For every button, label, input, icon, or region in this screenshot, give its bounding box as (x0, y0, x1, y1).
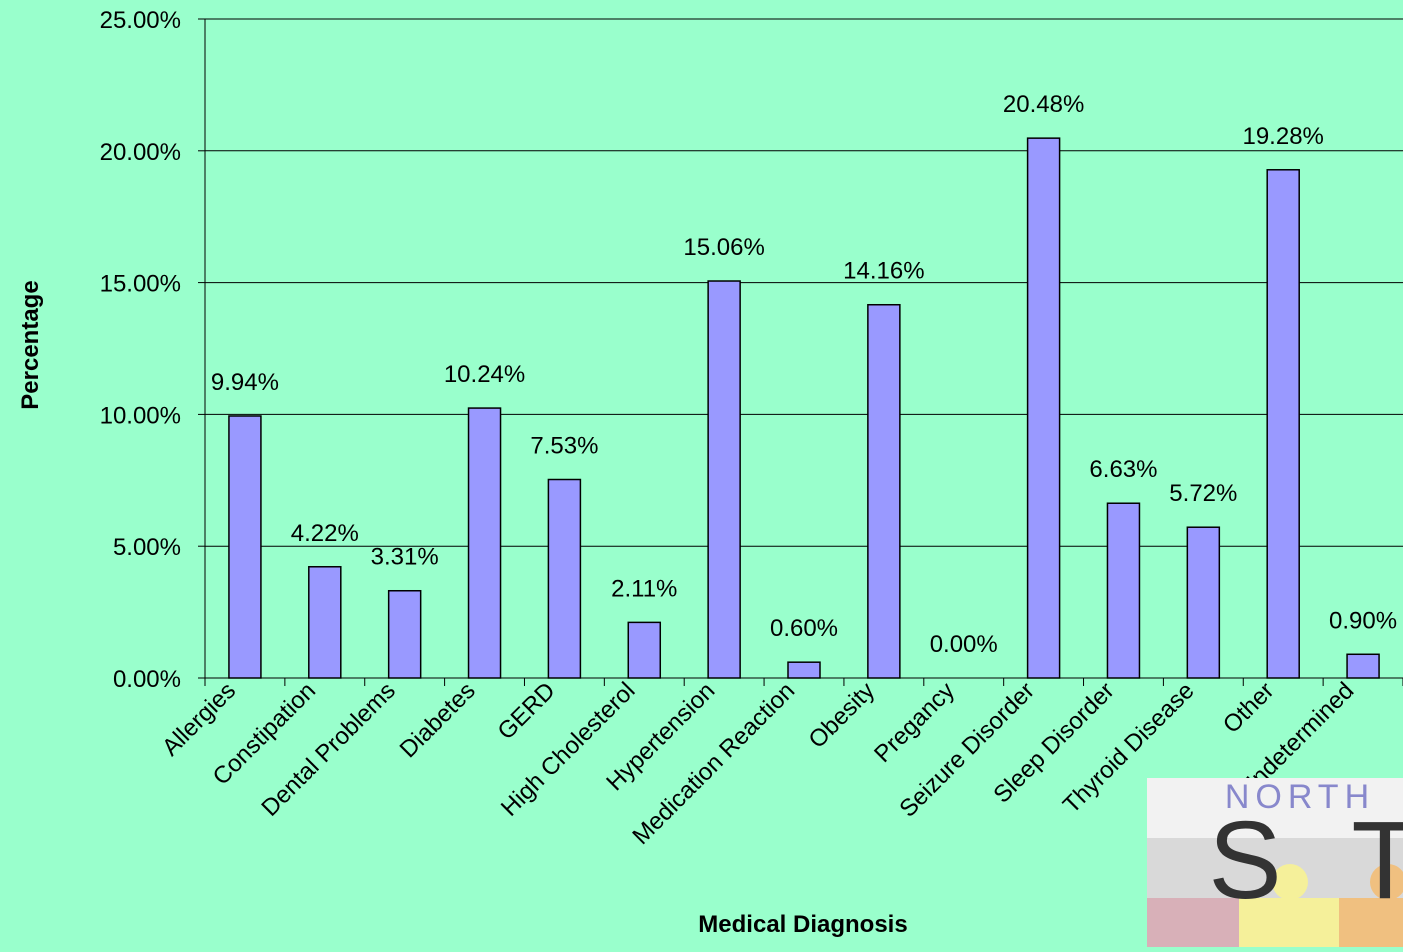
y-axis-title-group: Percentage (17, 280, 44, 409)
logo-block (1339, 898, 1403, 947)
value-label: 10.24% (444, 361, 525, 388)
x-axis-title: Medical Diagnosis (698, 911, 907, 938)
x-tick-label: High Cholesterol (496, 677, 641, 822)
bar (387, 589, 422, 679)
bar (787, 661, 821, 679)
logo-dot (1370, 864, 1403, 900)
y-tick-label: 15.00% (100, 271, 181, 298)
y-tick-label: 25.00% (100, 7, 181, 34)
x-tick-label: Seizure Disorder (894, 677, 1039, 822)
x-tick-label: Other (1218, 677, 1280, 739)
y-tick-label: 20.00% (100, 139, 181, 166)
value-label: 0.90% (1329, 607, 1397, 634)
value-label: 5.72% (1169, 480, 1237, 507)
value-label: 7.53% (530, 433, 598, 460)
value-label: 15.06% (683, 234, 764, 261)
x-tick-label: Dental Problems (256, 677, 401, 822)
logo-letter: S (1208, 799, 1281, 922)
value-label: 3.31% (371, 544, 439, 571)
x-tick-label: Medication Reaction (627, 677, 800, 850)
x-tick-label: GERD (493, 677, 561, 745)
logo-block (1239, 898, 1339, 947)
bar (1346, 653, 1380, 679)
logo-text: NORTH (1225, 778, 1375, 816)
bar (1026, 137, 1061, 679)
y-axis-title: Percentage (17, 280, 44, 409)
bar (867, 303, 901, 679)
value-label: 19.28% (1242, 123, 1323, 150)
value-label: 0.00% (930, 631, 998, 658)
x-tick-label: Obesity (803, 677, 880, 754)
value-label: 20.48% (1003, 91, 1084, 118)
bar (627, 621, 662, 679)
bar (1266, 169, 1300, 679)
x-tick-label: Diabetes (395, 677, 481, 763)
y-tick-label: 5.00% (113, 534, 181, 561)
bar (707, 280, 741, 679)
value-label: 0.60% (770, 615, 838, 642)
bar (228, 415, 262, 679)
bar (467, 407, 502, 679)
bar (1186, 526, 1221, 679)
y-tick-label: 0.00% (113, 666, 181, 693)
logo-dot (1272, 864, 1308, 900)
logo: NORTH S T (1147, 778, 1403, 947)
logo-block (1147, 898, 1239, 947)
value-label: 4.22% (291, 520, 359, 547)
value-label: 6.63% (1089, 456, 1157, 483)
logo-letter: T (1351, 799, 1403, 922)
bar (547, 478, 582, 679)
bar (1106, 502, 1141, 679)
value-label: 2.11% (611, 575, 677, 602)
y-tick-label: 10.00% (100, 402, 181, 429)
value-label: 14.16% (843, 258, 924, 285)
value-label: 9.94% (211, 369, 279, 396)
bar (308, 566, 342, 679)
